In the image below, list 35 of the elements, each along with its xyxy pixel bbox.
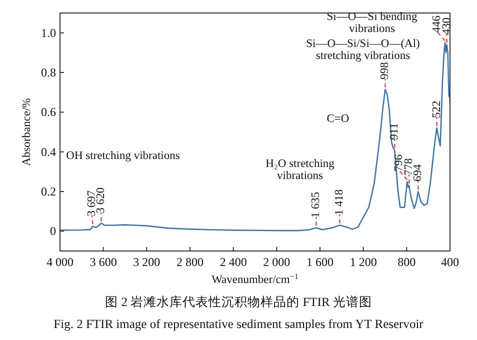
annotation: 1 418 (334, 189, 346, 216)
annotation: 796 (393, 154, 406, 172)
y-tick-label: 0.4 (41, 144, 56, 159)
annotation: 430 (440, 17, 453, 35)
annotation: Si—O—Si/Si—O—(Al) stretching vibrations (305, 38, 421, 62)
x-tick-label: 2 800 (176, 255, 204, 269)
x-axis-title: Wavenumber/cm$^{−1}$ (212, 272, 298, 286)
x-tick-label: 2 400 (220, 255, 247, 269)
x-tick-label: 4 000 (46, 255, 74, 269)
x-tick-label: 1 200 (350, 255, 377, 269)
text: Fig. 2 FTIR image of representative sediment samples from YT Reservoir (54, 317, 424, 331)
y-tick-label: 0 (50, 224, 56, 238)
y-axis-title: Absorbance/% (21, 98, 33, 166)
annotation: 998 (379, 62, 392, 80)
y-tick-label: 0.6 (41, 105, 56, 120)
y-tick-label: 1.0 (41, 26, 56, 40)
annotation: Si—O—Si bending vibrations (326, 11, 418, 35)
annotation: 911 (388, 122, 401, 140)
annotation: 3 620 (95, 187, 108, 214)
annotation: H₂O stretching vibrations (264, 158, 336, 182)
x-tick-label: 3 200 (133, 255, 160, 269)
annotation: OH stretching vibrations (66, 150, 180, 162)
x-tick-label: 800 (398, 255, 416, 269)
annotation: 522 (430, 100, 443, 118)
x-tick-label: 3 600 (90, 255, 117, 269)
annotation: 694 (412, 164, 424, 182)
annotation: 446 (431, 15, 444, 33)
x-tick-label: 1 600 (306, 255, 334, 269)
x-tick-label: 400 (441, 255, 459, 269)
y-tick-label: 0.2 (41, 184, 56, 198)
x-tick-label: 2 000 (263, 255, 290, 269)
y-tick-label: 0.8 (41, 66, 56, 80)
annotation: 1 635 (310, 192, 322, 218)
annotation: C=O (326, 113, 350, 125)
text: 图 2 岩滩水库代表性沉积物样品的 FTIR 光谱图 (105, 295, 372, 309)
